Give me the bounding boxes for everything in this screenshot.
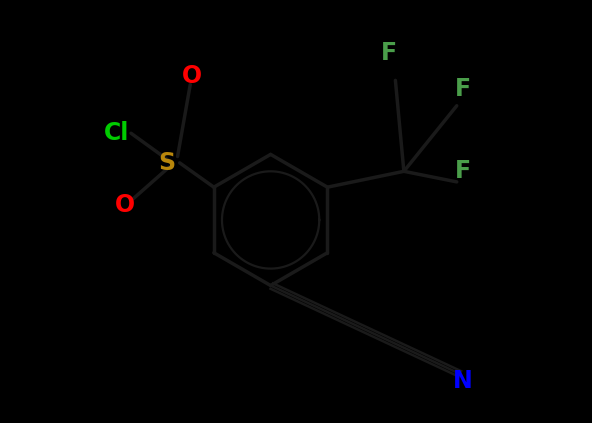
Text: S: S xyxy=(159,151,176,175)
Text: F: F xyxy=(455,159,471,183)
Text: O: O xyxy=(115,193,135,217)
Text: O: O xyxy=(182,64,202,88)
Text: N: N xyxy=(453,369,473,393)
Text: F: F xyxy=(381,41,397,65)
Text: Cl: Cl xyxy=(104,121,129,145)
Text: F: F xyxy=(455,77,471,101)
